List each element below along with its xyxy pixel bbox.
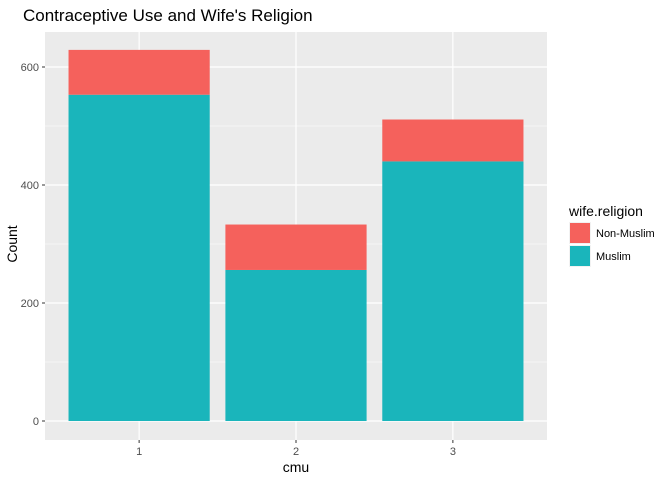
x-tick-label: 2 (293, 446, 299, 458)
y-axis-title: Count (4, 225, 20, 262)
x-axis-title: cmu (283, 459, 309, 475)
legend-title: wife.religion (568, 203, 643, 219)
bars (68, 49, 524, 421)
legend-key-muslim (570, 246, 590, 266)
legend-key-non-muslim (570, 223, 590, 243)
y-tick-label: 0 (33, 416, 39, 428)
y-tick-label: 400 (21, 180, 39, 192)
y-tick-label: 600 (21, 62, 39, 74)
bar-non-muslim-cmu-2 (225, 224, 367, 270)
y-tick-label: 200 (21, 298, 39, 310)
bar-muslim-cmu-2 (225, 269, 367, 421)
bar-muslim-cmu-3 (382, 161, 524, 421)
bar-non-muslim-cmu-1 (68, 49, 210, 95)
x-tick-label: 1 (136, 446, 142, 458)
legend-label: Non-Muslim (596, 228, 655, 240)
y-axis: 0 200 400 600 (21, 62, 45, 428)
legend-label: Muslim (596, 251, 631, 263)
bar-non-muslim-cmu-3 (382, 119, 524, 162)
x-tick-label: 3 (450, 446, 456, 458)
x-axis: 1 2 3 (136, 440, 456, 458)
chart-title: Contraceptive Use and Wife's Religion (23, 6, 313, 25)
bar-muslim-cmu-1 (68, 94, 210, 421)
legend: wife.religion Non-Muslim Muslim (568, 203, 655, 267)
